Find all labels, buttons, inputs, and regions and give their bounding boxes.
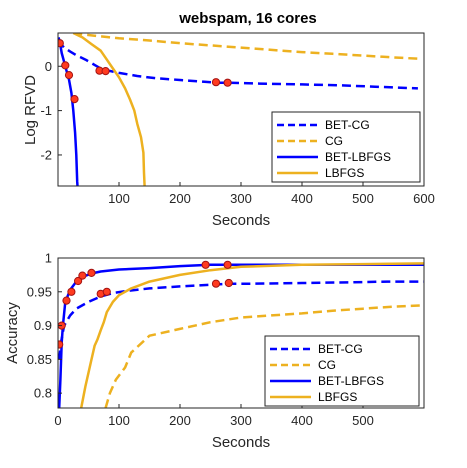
bottom-legend-label-bet-cg: BET-CG bbox=[318, 342, 363, 356]
bottom-legend: BET-CG CG BET-LBFGS LBFGS bbox=[264, 335, 420, 407]
data-marker bbox=[224, 278, 233, 288]
data-marker bbox=[61, 61, 70, 70]
top-panel: webspam, 16 cores 100 200 300 400 500 600 0 -1… bbox=[22, 10, 435, 229]
y-tick-label: 0.85 bbox=[27, 352, 52, 367]
data-marker bbox=[101, 67, 110, 76]
x-tick-label: 600 bbox=[413, 191, 435, 206]
top-legend-box bbox=[271, 111, 421, 183]
y-tick-label: 1 bbox=[45, 251, 52, 266]
x-tick-label: 300 bbox=[230, 191, 252, 206]
y-tick-label: 0.95 bbox=[27, 284, 52, 299]
data-marker bbox=[64, 71, 74, 80]
bottom-y-axis-label: Accuracy bbox=[4, 302, 21, 364]
bottom-x-axis-label: Seconds bbox=[212, 434, 270, 451]
y-tick-label: -2 bbox=[40, 147, 52, 162]
top-y-axis-label: Log RFVD bbox=[22, 75, 39, 145]
y-tick-label: -1 bbox=[40, 103, 52, 118]
data-marker bbox=[78, 271, 87, 280]
x-tick-label: 300 bbox=[230, 413, 252, 428]
data-marker bbox=[58, 340, 64, 349]
bottom-panel: 0 100 200 300 400 500 1 0.95 0.9 0.85 0.8 Seconds… bbox=[4, 251, 425, 451]
top-legend-label-bet-cg: BET-CG bbox=[325, 118, 370, 132]
data-marker bbox=[211, 279, 221, 288]
data-marker bbox=[223, 260, 232, 269]
data-marker bbox=[211, 78, 221, 87]
x-tick-label: 500 bbox=[352, 191, 374, 206]
x-tick-label: 100 bbox=[108, 191, 130, 206]
top-legend: BET-CG CG BET-LBFGS LBFGS bbox=[271, 111, 421, 183]
data-marker bbox=[62, 296, 71, 305]
x-tick-label: 400 bbox=[291, 191, 313, 206]
x-tick-label: 400 bbox=[291, 413, 313, 428]
series-line-lbfgs bbox=[79, 262, 424, 408]
series-line-bet-cg bbox=[58, 39, 418, 90]
data-marker bbox=[201, 260, 210, 269]
top-legend-label-bet-lbfgs: BET-LBFGS bbox=[325, 150, 391, 164]
top-chart-title: webspam, 16 cores bbox=[178, 10, 317, 27]
bottom-legend-box bbox=[264, 335, 420, 407]
data-marker bbox=[70, 95, 79, 104]
x-tick-label: 500 bbox=[352, 413, 374, 428]
data-marker bbox=[74, 276, 83, 286]
series-line-bet-lbfgs bbox=[58, 37, 79, 186]
series-line-lbfgs bbox=[72, 33, 146, 186]
x-tick-label: 100 bbox=[108, 413, 130, 428]
bottom-legend-label-cg: CG bbox=[318, 358, 336, 372]
x-tick-label: 200 bbox=[169, 413, 191, 428]
data-marker bbox=[87, 268, 96, 277]
y-tick-label: 0.9 bbox=[34, 318, 52, 333]
top-x-axis-label: Seconds bbox=[212, 212, 270, 229]
y-tick-label: 0 bbox=[45, 59, 52, 74]
x-tick-label: 0 bbox=[54, 413, 61, 428]
data-marker bbox=[67, 287, 76, 296]
bottom-legend-label-lbfgs: LBFGS bbox=[318, 390, 357, 404]
data-marker bbox=[102, 287, 111, 296]
bottom-legend-label-bet-lbfgs: BET-LBFGS bbox=[318, 374, 384, 388]
x-tick-label: 200 bbox=[169, 191, 191, 206]
data-marker bbox=[58, 39, 64, 48]
series-line-cg bbox=[73, 33, 418, 60]
y-tick-label: 0.8 bbox=[34, 386, 52, 401]
series-line-cg bbox=[104, 304, 424, 408]
data-marker bbox=[223, 78, 232, 87]
series-line-bet-cg bbox=[58, 280, 424, 360]
top-legend-label-cg: CG bbox=[325, 134, 343, 148]
top-legend-label-lbfgs: LBFGS bbox=[325, 166, 364, 180]
